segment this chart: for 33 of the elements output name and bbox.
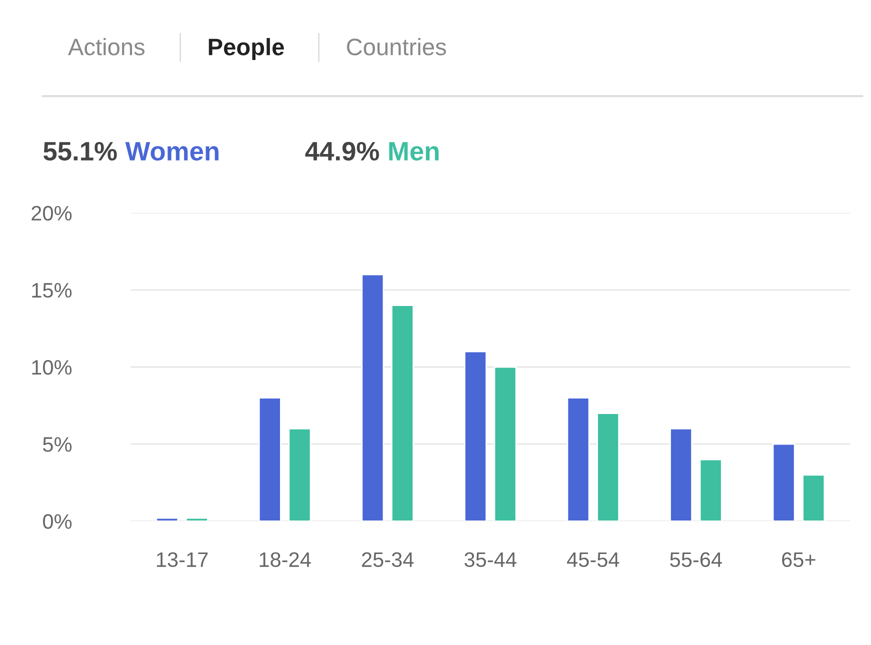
- text: Actions: [68, 38, 145, 56]
- bar: [802, 474, 826, 522]
- text: People: [208, 38, 284, 60]
- text: 44.9%: [305, 142, 379, 161]
- text: 55.1%: [43, 142, 117, 161]
- y-tick-label: 10%: [32, 360, 72, 375]
- x-tick-label: 13-17: [156, 552, 208, 568]
- bar: [494, 366, 517, 522]
- bar: [596, 412, 620, 522]
- y-tick-label: 0%: [43, 514, 72, 529]
- bar: [464, 350, 487, 522]
- x-tick-label: 35-44: [464, 552, 516, 568]
- text: Countries: [346, 38, 446, 56]
- x-tick-label: 18-24: [260, 552, 311, 568]
- y-tick-label: 5%: [43, 437, 72, 452]
- x-tick-label: 65+: [782, 552, 816, 568]
- bar: [258, 397, 282, 522]
- x-tick-label: 45-54: [566, 552, 620, 568]
- bar: [391, 304, 414, 522]
- x-tick-label: 25-34: [362, 552, 414, 568]
- bar: [361, 274, 384, 522]
- bar: [670, 428, 693, 522]
- bar: [156, 517, 179, 522]
- text: Women: [125, 142, 218, 161]
- y-tick-label: 20%: [32, 206, 72, 221]
- text: Men: [389, 142, 439, 161]
- bar: [699, 458, 722, 522]
- bar: [288, 428, 312, 522]
- bar: [185, 517, 208, 522]
- bar: [772, 443, 796, 522]
- x-tick-label: 55-64: [670, 552, 722, 568]
- bar: [566, 397, 590, 522]
- y-tick-label: 15%: [32, 283, 72, 298]
